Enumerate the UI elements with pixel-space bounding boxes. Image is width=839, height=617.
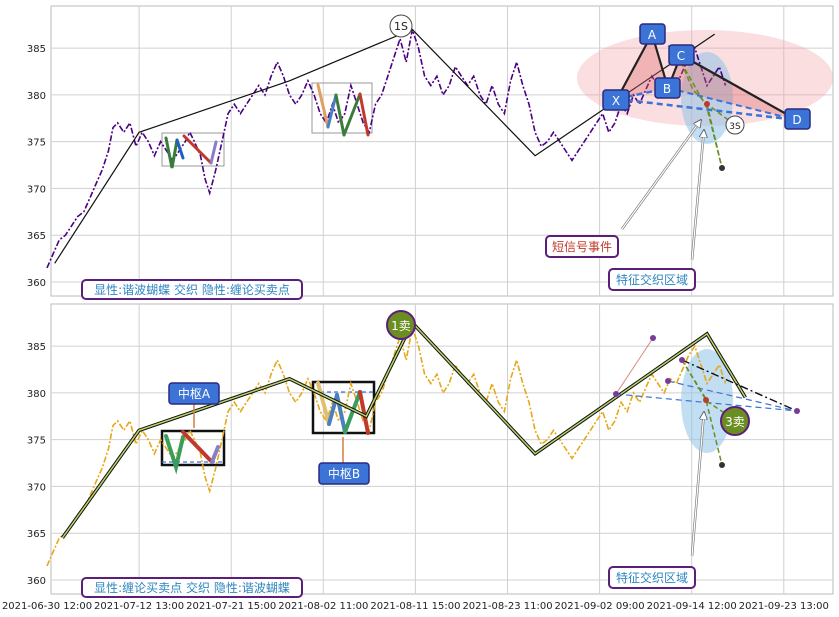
top-marker-1s: 1S (389, 14, 413, 38)
harmonic-label-x: X (602, 89, 630, 111)
bottom-annotation-feature-zone-text: 特征交织区域 (616, 570, 688, 585)
pivot-label-a-text: 中枢A (178, 386, 211, 401)
x-tick-label: 2021-07-21 15:00 (186, 601, 276, 612)
y-tick-label: 380 (27, 389, 46, 400)
pivot-label-a: 中枢A (168, 382, 220, 428)
x-tick-label: 2021-09-02 09:00 (555, 601, 645, 612)
harmonic-label-c: C (668, 44, 695, 66)
bottom-marker-1sell: 1卖 (386, 310, 416, 340)
y-tick-label: 385 (27, 44, 46, 55)
harmonic-label-c-text: C (677, 49, 685, 63)
y-tick-label: 370 (27, 184, 46, 195)
y-tick-label: 375 (27, 138, 46, 149)
y-tick-label: 365 (27, 231, 46, 242)
y-tick-label: 360 (27, 576, 46, 587)
top-legend-text: 显性:谐波蝴蝶 交织 隐性:缠论买卖点 (94, 282, 290, 297)
pivot-label-b: 中枢B (318, 437, 370, 485)
bottom-price-series (46, 327, 727, 567)
y-tick-label: 370 (27, 482, 46, 493)
x-tick-label: 2021-08-11 15:00 (370, 601, 460, 612)
harmonic-label-a: A (639, 23, 666, 45)
x-tick-label: 2021-09-23 13:00 (739, 601, 829, 612)
y-tick-label: 385 (27, 342, 46, 353)
y-tick-label: 375 (27, 436, 46, 447)
harmonic-label-d: D (784, 108, 811, 130)
top-swing-line (54, 28, 716, 264)
bottom-legend-text: 显性:缠论买卖点 交织 隐性:谐波蝴蝶 (94, 580, 290, 595)
top-swing-segments (164, 83, 370, 169)
y-tick-label: 380 (27, 91, 46, 102)
y-tick-label: 365 (27, 529, 46, 540)
harmonic-label-x-text: X (612, 94, 620, 108)
x-tick-label: 2021-09-14 12:00 (647, 601, 737, 612)
harmonic-label-b: B (654, 77, 681, 99)
top-marker-1s-label: 1S (394, 20, 408, 33)
harmonic-label-d-text: D (792, 113, 801, 127)
bottom-marker-3sell: 3卖 (720, 406, 750, 436)
top-annotation-arrows (620, 120, 704, 261)
x-tick-label: 2021-07-12 13:00 (94, 601, 184, 612)
y-tick-label: 360 (27, 278, 46, 289)
top-annotation-short-signal-text: 短信号事件 (552, 240, 612, 254)
top-annotation-feature-zone-text: 特征交织区域 (616, 272, 688, 287)
bottom-annotation-feature-zone: 特征交织区域 (608, 566, 696, 589)
price-line (46, 327, 727, 567)
top-price-series (46, 29, 727, 269)
bottom-annotation-arrow (690, 412, 704, 557)
x-tick-label: 2021-06-30 12:00 (2, 601, 92, 612)
bottom-swing-line (61, 321, 747, 539)
top-pivot-box-b (311, 82, 373, 134)
top-marker-3s-label: 3S (729, 122, 741, 132)
top-annotation-feature-zone: 特征交织区域 (608, 268, 696, 291)
price-line (46, 29, 727, 269)
bottom-marker-3sell-label: 3卖 (725, 415, 745, 429)
top-legend: 显性:谐波蝴蝶 交织 隐性:缠论买卖点 (81, 279, 303, 300)
bottom-pivot-box-a (160, 429, 226, 467)
harmonic-label-a-text: A (648, 28, 657, 42)
top-annotation-short-signal: 短信号事件 (545, 235, 619, 258)
x-tick-label: 2021-08-23 11:00 (462, 601, 552, 612)
x-tick-label: 2021-08-02 11:00 (278, 601, 368, 612)
bottom-marker-1sell-label: 1卖 (391, 319, 411, 333)
harmonic-label-b-text: B (663, 82, 671, 96)
bottom-legend: 显性:缠论买卖点 交织 隐性:谐波蝴蝶 (81, 577, 303, 598)
bottom-harmonic-overlay (613, 335, 800, 468)
top-marker-3s: 3S (725, 115, 745, 135)
pivot-label-b-text: 中枢B (328, 466, 360, 481)
top-pivot-box-a (161, 132, 225, 167)
axis-ticks: 360 365 370 375 380 385 360 365 370 375 380 385 2021… (2, 44, 829, 612)
